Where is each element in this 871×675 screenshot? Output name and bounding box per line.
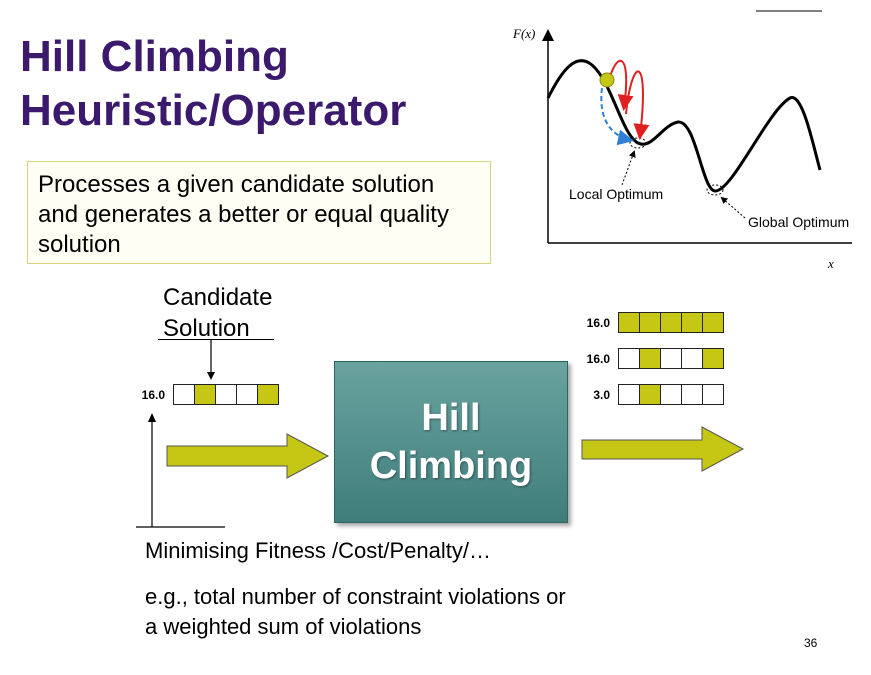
search-path-arrow xyxy=(600,87,634,146)
input-solution: 16.0 xyxy=(135,384,279,405)
output-3-cells xyxy=(618,384,724,405)
solution-cell xyxy=(258,384,279,405)
solution-cell xyxy=(661,312,682,333)
solution-cell xyxy=(682,348,703,369)
output-2-cells xyxy=(618,348,724,369)
page-number: 36 xyxy=(804,636,818,650)
solution-cell xyxy=(703,384,724,405)
operator-label-line-2: Climbing xyxy=(369,445,533,487)
fitness-landscape-graph: F(x) x Local Optimum Global Optimum xyxy=(512,10,852,271)
solution-cell xyxy=(195,384,216,405)
candidate-label-line-2: Solution xyxy=(163,315,250,342)
output-solution-1: 16.0 xyxy=(580,312,724,333)
solution-cell xyxy=(661,384,682,405)
candidate-down-arrowhead xyxy=(207,372,215,380)
solution-cell xyxy=(661,348,682,369)
y-axis-label: F(x) xyxy=(512,26,535,41)
solution-cell xyxy=(682,384,703,405)
global-optimum-pointer xyxy=(720,196,746,219)
global-optimum-marker xyxy=(706,184,724,196)
output-3-fitness-value: 3.0 xyxy=(593,387,610,402)
output-2-fitness-value: 16.0 xyxy=(586,351,610,366)
candidate-label-line-1: Candidate xyxy=(163,284,273,311)
output-solution-2: 16.0 xyxy=(580,348,724,369)
example-caption: e.g., total number of constraint violati… xyxy=(145,582,566,642)
solution-cell xyxy=(640,384,661,405)
output-1-cells xyxy=(618,312,724,333)
hill-climbing-operator-box: Hill Climbing xyxy=(334,361,568,523)
input-solution-cells xyxy=(173,384,279,405)
solution-cell xyxy=(237,384,258,405)
output-1-fitness-value: 16.0 xyxy=(586,315,610,330)
operator-label-line-1: Hill xyxy=(421,397,481,439)
example-line-1: e.g., total number of constraint violati… xyxy=(145,584,566,609)
definition-text: Processes a given candidate solution and… xyxy=(38,171,449,258)
solution-cell xyxy=(173,384,195,405)
solution-cell xyxy=(682,312,703,333)
candidate-underline xyxy=(158,339,274,340)
x-axis-label: x xyxy=(827,256,834,271)
current-solution-point xyxy=(599,72,615,88)
solution-cell xyxy=(640,312,661,333)
example-line-2: a weighted sum of violations xyxy=(145,614,422,639)
input-fitness-value: 16.0 xyxy=(141,387,165,402)
fitness-caption: Minimising Fitness /Cost/Penalty/… xyxy=(145,538,491,563)
fitness-up-arrowhead xyxy=(148,413,156,422)
title-line-2: Heuristic/Operator xyxy=(20,86,407,135)
solution-cell xyxy=(618,384,640,405)
input-arrow xyxy=(166,433,330,479)
solution-cell xyxy=(618,312,640,333)
title-line-1: Hill Climbing xyxy=(20,32,289,81)
local-optimum-pointer xyxy=(621,150,636,186)
candidate-solution-label: Candidate Solution xyxy=(163,282,272,344)
solution-cell xyxy=(640,348,661,369)
output-solution-3: 3.0 xyxy=(580,384,724,405)
solution-cell xyxy=(618,348,640,369)
global-optimum-label: Global Optimum xyxy=(748,214,849,230)
solution-cell xyxy=(703,312,724,333)
output-arrow xyxy=(581,426,745,472)
definition-box: Processes a given candidate solution and… xyxy=(27,161,491,264)
local-optimum-label: Local Optimum xyxy=(569,186,663,202)
move-arrow-2 xyxy=(625,70,650,140)
output-solutions: 16.0 16.0 3.0 xyxy=(580,312,724,405)
slide-title: Hill Climbing Heuristic/Operator xyxy=(20,30,490,138)
solution-cell xyxy=(216,384,237,405)
solution-cell xyxy=(703,348,724,369)
fitness-curve xyxy=(546,59,822,193)
